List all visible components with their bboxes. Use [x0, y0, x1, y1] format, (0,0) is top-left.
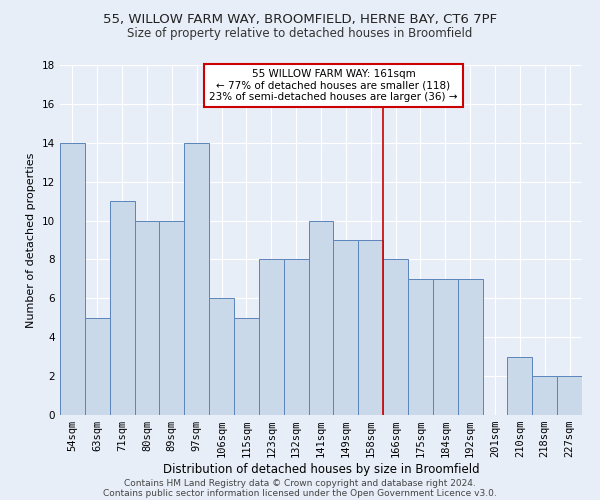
Bar [60, 143, 85, 415]
Text: Contains HM Land Registry data © Crown copyright and database right 2024.: Contains HM Land Registry data © Crown c… [124, 478, 476, 488]
Bar [209, 298, 234, 415]
Bar [458, 279, 482, 415]
Y-axis label: Number of detached properties: Number of detached properties [26, 152, 37, 328]
Text: 55 WILLOW FARM WAY: 161sqm
← 77% of detached houses are smaller (118)
23% of sem: 55 WILLOW FARM WAY: 161sqm ← 77% of deta… [209, 69, 458, 102]
Bar [85, 318, 110, 415]
Text: Contains public sector information licensed under the Open Government Licence v3: Contains public sector information licen… [103, 488, 497, 498]
Bar [358, 240, 383, 415]
Bar [284, 260, 308, 415]
Bar [184, 143, 209, 415]
Bar [383, 260, 408, 415]
Bar [134, 220, 160, 415]
Bar [334, 240, 358, 415]
Bar [110, 201, 134, 415]
X-axis label: Distribution of detached houses by size in Broomfield: Distribution of detached houses by size … [163, 463, 479, 476]
Bar [557, 376, 582, 415]
Text: 55, WILLOW FARM WAY, BROOMFIELD, HERNE BAY, CT6 7PF: 55, WILLOW FARM WAY, BROOMFIELD, HERNE B… [103, 12, 497, 26]
Text: Size of property relative to detached houses in Broomfield: Size of property relative to detached ho… [127, 28, 473, 40]
Bar [234, 318, 259, 415]
Bar [408, 279, 433, 415]
Bar [433, 279, 458, 415]
Bar [160, 220, 184, 415]
Bar [532, 376, 557, 415]
Bar [308, 220, 334, 415]
Bar [508, 356, 532, 415]
Bar [259, 260, 284, 415]
